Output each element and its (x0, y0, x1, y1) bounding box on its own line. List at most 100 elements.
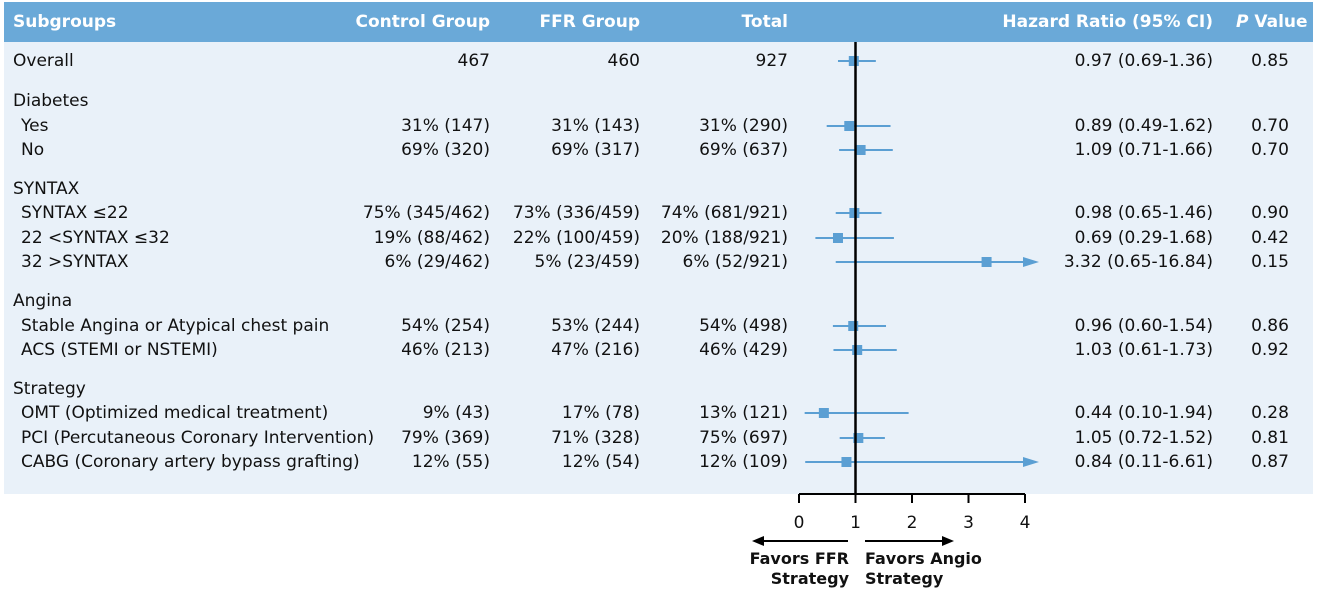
cell-p-value: 0.86 (1251, 316, 1289, 336)
cell-p-value: 0.42 (1251, 228, 1289, 248)
x-tick-label: 2 (907, 513, 918, 533)
header-subgroups: Subgroups (13, 12, 117, 32)
hr-marker (848, 56, 859, 66)
cell-total: 31% (290) (699, 116, 788, 136)
cell-p-value: 0.87 (1251, 452, 1289, 472)
cell-control-group: 467 (457, 51, 490, 71)
header-p-rest: Value (1248, 12, 1308, 32)
cell-total: 75% (697) (699, 428, 788, 448)
row-label: Overall (13, 51, 74, 71)
cell-control-group: 79% (369) (401, 428, 490, 448)
cell-ffr-group: 460 (607, 51, 640, 71)
x-tick-label: 3 (963, 513, 974, 533)
favors-angio-line2: Strategy (865, 569, 944, 588)
cell-hazard-ratio: 0.84 (0.11-6.61) (1074, 452, 1213, 472)
cell-total: 69% (637) (699, 140, 788, 160)
cell-p-value: 0.92 (1251, 340, 1289, 360)
favors-ffr-line1: Favors FFR (749, 549, 849, 568)
cell-control-group: 12% (55) (411, 452, 490, 472)
cell-p-value: 0.15 (1251, 252, 1289, 272)
ci-arrow (1023, 257, 1039, 267)
x-tick-label: 4 (1020, 513, 1031, 533)
cell-p-value: 0.90 (1251, 203, 1289, 223)
cell-hazard-ratio: 0.98 (0.65-1.46) (1074, 203, 1213, 223)
header-control-group: Control Group (355, 12, 490, 32)
cell-p-value: 0.81 (1251, 428, 1289, 448)
section-label: Strategy (13, 379, 86, 399)
cell-ffr-group: 17% (78) (561, 403, 640, 423)
favors-ffr-arrow-head (752, 536, 764, 546)
cell-control-group: 31% (147) (401, 116, 490, 136)
row-label: 22 <SYNTAX ≤32 (21, 228, 170, 248)
row-label: No (21, 140, 45, 160)
header-p-value: P Value (1236, 2, 1316, 42)
table-panel (4, 2, 1313, 494)
hr-marker (855, 145, 866, 155)
cell-ffr-group: 5% (23/459) (534, 252, 640, 272)
cell-ffr-group: 69% (317) (551, 140, 640, 160)
header-ffr-group: FFR Group (539, 12, 640, 32)
row-label: PCI (Percutaneous Coronary Intervention) (21, 428, 375, 448)
row-label: SYNTAX ≤22 (21, 203, 129, 223)
hr-marker (853, 433, 864, 443)
cell-control-group: 54% (254) (401, 316, 490, 336)
header-bar (4, 2, 1313, 42)
cell-ffr-group: 31% (143) (551, 116, 640, 136)
cell-control-group: 19% (88/462) (373, 228, 490, 248)
cell-hazard-ratio: 1.05 (0.72-1.52) (1074, 428, 1213, 448)
cell-hazard-ratio: 0.44 (0.10-1.94) (1074, 403, 1213, 423)
favors-ffr-line2: Strategy (770, 569, 849, 588)
hr-marker (852, 345, 863, 355)
section-label: Diabetes (13, 91, 89, 111)
hr-marker (844, 121, 855, 131)
hr-marker (832, 233, 843, 243)
row-label: Yes (21, 116, 49, 136)
cell-control-group: 75% (345/462) (362, 203, 490, 223)
x-tick-label: 1 (850, 513, 861, 533)
cell-total: 927 (755, 51, 788, 71)
cell-control-group: 46% (213) (401, 340, 490, 360)
section-label: Angina (13, 291, 73, 311)
cell-hazard-ratio: 0.89 (0.49-1.62) (1074, 116, 1213, 136)
hr-marker (841, 457, 852, 467)
cell-ffr-group: 12% (54) (561, 452, 640, 472)
cell-control-group: 9% (43) (422, 403, 490, 423)
ci-arrow (1023, 457, 1039, 467)
section-label: SYNTAX (13, 179, 80, 199)
hr-marker (848, 321, 859, 331)
cell-ffr-group: 73% (336/459) (512, 203, 640, 223)
cell-p-value: 0.28 (1251, 403, 1289, 423)
cell-ffr-group: 47% (216) (551, 340, 640, 360)
favors-angio-arrow-head (942, 536, 954, 546)
cell-hazard-ratio: 1.03 (0.61-1.73) (1074, 340, 1213, 360)
cell-total: 13% (121) (699, 403, 788, 423)
row-label: ACS (STEMI or NSTEMI) (21, 340, 218, 360)
header-p-italic: P (1236, 12, 1249, 32)
cell-p-value: 0.70 (1251, 140, 1289, 160)
cell-hazard-ratio: 0.69 (0.29-1.68) (1074, 228, 1213, 248)
row-label: 32 >SYNTAX (21, 252, 129, 272)
favors-angio-label: Favors Angio Strategy (865, 549, 1005, 589)
cell-hazard-ratio: 0.97 (0.69-1.36) (1074, 51, 1213, 71)
cell-ffr-group: 53% (244) (551, 316, 640, 336)
hr-marker (818, 408, 829, 418)
header-total: Total (741, 12, 788, 32)
cell-total: 54% (498) (699, 316, 788, 336)
cell-hazard-ratio: 1.09 (0.71-1.66) (1074, 140, 1213, 160)
row-label: CABG (Coronary artery bypass grafting) (21, 452, 360, 472)
cell-hazard-ratio: 3.32 (0.65-16.84) (1063, 252, 1213, 272)
cell-total: 74% (681/921) (660, 203, 788, 223)
cell-ffr-group: 71% (328) (551, 428, 640, 448)
favors-ffr-label: Favors FFR Strategy (737, 549, 849, 589)
row-label: OMT (Optimized medical treatment) (21, 403, 329, 423)
cell-p-value: 0.70 (1251, 116, 1289, 136)
cell-control-group: 6% (29/462) (384, 252, 490, 272)
cell-total: 20% (188/921) (660, 228, 788, 248)
header-hazard-ratio: Hazard Ratio (95% CI) (1002, 12, 1213, 32)
cell-hazard-ratio: 0.96 (0.60-1.54) (1074, 316, 1213, 336)
hr-marker (981, 257, 992, 267)
favors-angio-line1: Favors Angio (865, 549, 982, 568)
x-tick-label: 0 (794, 513, 805, 533)
cell-total: 46% (429) (699, 340, 788, 360)
